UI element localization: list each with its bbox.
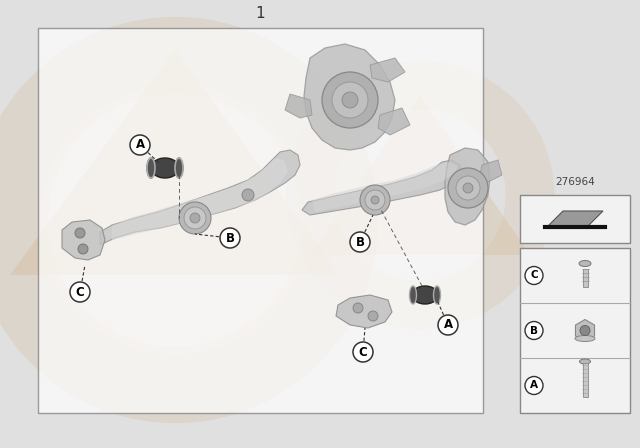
Text: A: A bbox=[136, 138, 145, 151]
Bar bbox=[520, 248, 630, 413]
Circle shape bbox=[342, 92, 358, 108]
Circle shape bbox=[184, 207, 206, 229]
Text: 1: 1 bbox=[255, 7, 265, 22]
Bar bbox=[520, 195, 630, 243]
Polygon shape bbox=[370, 58, 405, 82]
Circle shape bbox=[365, 190, 385, 210]
Circle shape bbox=[360, 185, 390, 215]
Circle shape bbox=[220, 228, 240, 248]
Bar bbox=[582, 363, 588, 397]
Polygon shape bbox=[310, 95, 530, 255]
Circle shape bbox=[40, 85, 310, 355]
Ellipse shape bbox=[151, 158, 179, 178]
Circle shape bbox=[179, 202, 211, 234]
Circle shape bbox=[350, 232, 370, 252]
Bar bbox=[38, 28, 483, 413]
Circle shape bbox=[130, 135, 150, 155]
Circle shape bbox=[580, 326, 590, 336]
Polygon shape bbox=[547, 211, 603, 227]
Circle shape bbox=[75, 228, 85, 238]
Circle shape bbox=[525, 322, 543, 340]
Text: C: C bbox=[76, 285, 84, 298]
Circle shape bbox=[525, 376, 543, 395]
Polygon shape bbox=[112, 158, 288, 240]
Circle shape bbox=[353, 342, 373, 362]
Circle shape bbox=[371, 196, 379, 204]
Polygon shape bbox=[285, 94, 312, 118]
Circle shape bbox=[70, 282, 90, 302]
Circle shape bbox=[190, 213, 200, 223]
Text: A: A bbox=[444, 319, 452, 332]
Text: 276964: 276964 bbox=[555, 177, 595, 187]
Polygon shape bbox=[312, 162, 458, 212]
Text: A: A bbox=[530, 380, 538, 391]
Circle shape bbox=[525, 267, 543, 284]
Ellipse shape bbox=[412, 286, 438, 304]
Circle shape bbox=[242, 189, 254, 201]
Ellipse shape bbox=[410, 286, 417, 304]
Circle shape bbox=[448, 168, 488, 208]
Ellipse shape bbox=[579, 359, 591, 364]
Polygon shape bbox=[575, 319, 595, 341]
Polygon shape bbox=[100, 150, 300, 245]
Circle shape bbox=[456, 176, 480, 200]
Polygon shape bbox=[480, 160, 502, 182]
Circle shape bbox=[368, 311, 378, 321]
Polygon shape bbox=[62, 220, 105, 260]
Text: B: B bbox=[530, 326, 538, 336]
Circle shape bbox=[463, 183, 473, 193]
Polygon shape bbox=[445, 148, 490, 225]
Circle shape bbox=[353, 303, 363, 313]
Bar bbox=[582, 270, 588, 288]
Polygon shape bbox=[378, 108, 410, 135]
Text: B: B bbox=[225, 232, 234, 245]
Ellipse shape bbox=[579, 260, 591, 267]
Circle shape bbox=[332, 82, 368, 118]
Circle shape bbox=[322, 72, 378, 128]
Text: C: C bbox=[530, 271, 538, 280]
Polygon shape bbox=[302, 160, 462, 215]
Polygon shape bbox=[304, 44, 395, 150]
Ellipse shape bbox=[433, 286, 440, 304]
Ellipse shape bbox=[175, 158, 183, 178]
Polygon shape bbox=[10, 50, 340, 275]
Text: C: C bbox=[358, 345, 367, 358]
Polygon shape bbox=[336, 295, 392, 328]
Circle shape bbox=[438, 315, 458, 335]
Circle shape bbox=[78, 244, 88, 254]
Ellipse shape bbox=[575, 336, 595, 341]
Ellipse shape bbox=[147, 158, 155, 178]
Text: B: B bbox=[355, 236, 365, 249]
